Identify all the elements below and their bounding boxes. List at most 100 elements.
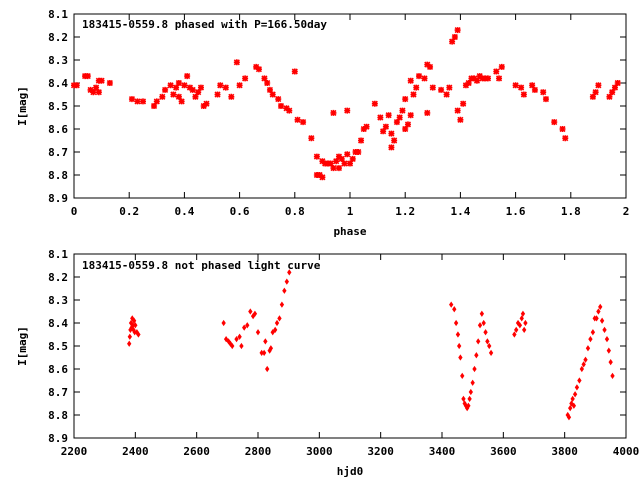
data-point [223,335,229,343]
data-point [569,400,574,407]
data-point [189,86,196,93]
data-point [454,27,461,34]
data-point [570,395,575,403]
data-point [583,356,588,363]
data-point [308,135,315,142]
data-point [402,96,409,103]
data-point [360,125,367,133]
x-tick-label: 1.8 [561,205,581,218]
data-point [275,96,282,103]
data-point [595,82,602,89]
data-point [413,84,420,91]
x-tick-label: 2 [623,205,630,218]
x-tick-label: 2600 [183,445,210,458]
data-point [175,93,182,100]
data-point [319,158,326,165]
x-tick-label: 2800 [245,445,272,458]
data-point [487,342,492,350]
data-point [371,100,378,107]
data-point [479,310,485,317]
data-point [335,165,343,172]
data-point [245,322,250,329]
data-point [344,151,351,158]
y-tick-label: 8.4 [48,317,68,330]
data-point [449,301,454,308]
data-point [590,329,596,336]
data-point [512,331,517,338]
data-point [493,68,500,75]
data-point [127,340,132,347]
chart-title: 183415-0559.8 phased with P=166.50day [82,18,327,31]
data-point [255,329,261,336]
x-tick-label: 1 [347,205,354,218]
data-point [483,329,488,336]
data-point [585,345,591,352]
data-point [159,93,166,100]
data-point [330,109,337,116]
data-point [357,137,365,144]
data-point [253,63,260,70]
data-point [153,98,160,105]
data-point [473,77,481,84]
data-point [407,112,414,119]
data-point [230,342,235,350]
data-point [465,79,472,87]
data-point [242,75,249,82]
data-point [252,310,258,317]
data-point [606,93,613,100]
data-point [106,79,113,87]
data-point [454,107,461,114]
data-point [396,114,403,121]
y-tick-label: 8.9 [48,192,68,205]
data-point [341,160,348,167]
data-point [382,123,389,130]
data-point [319,174,326,181]
data-point [466,402,471,409]
data-point [604,335,610,343]
data-point [467,395,472,403]
data-point [517,322,523,329]
data-point [579,365,585,373]
data-point [551,119,558,126]
x-tick-label: 2400 [122,445,149,458]
data-point [95,89,102,96]
data-point [385,112,392,119]
data-point [265,365,270,373]
data-point [461,395,466,403]
data-point [602,326,607,334]
data-point [221,319,226,327]
data-point [261,75,268,82]
data-point [476,338,481,345]
data-point [452,306,457,313]
data-point [523,319,528,327]
data-point [451,33,458,41]
data-point [294,116,301,123]
data-point [197,84,205,91]
data-point [277,315,282,322]
data-point [542,96,550,103]
data-point [338,155,345,162]
data-point [261,349,267,357]
data-point [217,82,224,89]
data-point [186,84,193,91]
y-tick-label: 8.9 [48,432,68,445]
data-point [282,287,287,294]
data-point [234,335,239,343]
data-point [127,333,132,340]
y-tick-label: 8.4 [48,77,68,90]
data-point [611,84,619,91]
data-point [173,84,180,91]
data-point [599,317,605,324]
data-point [327,160,334,167]
data-point [313,153,320,160]
data-point [429,84,436,91]
data-point [572,391,578,398]
data-point [421,75,428,82]
data-point [610,372,615,380]
data-point [476,73,483,80]
data-point [175,79,182,87]
data-point [581,361,586,368]
data-point [363,123,370,130]
x-tick-label: 2200 [61,445,88,458]
data-point [566,414,572,421]
